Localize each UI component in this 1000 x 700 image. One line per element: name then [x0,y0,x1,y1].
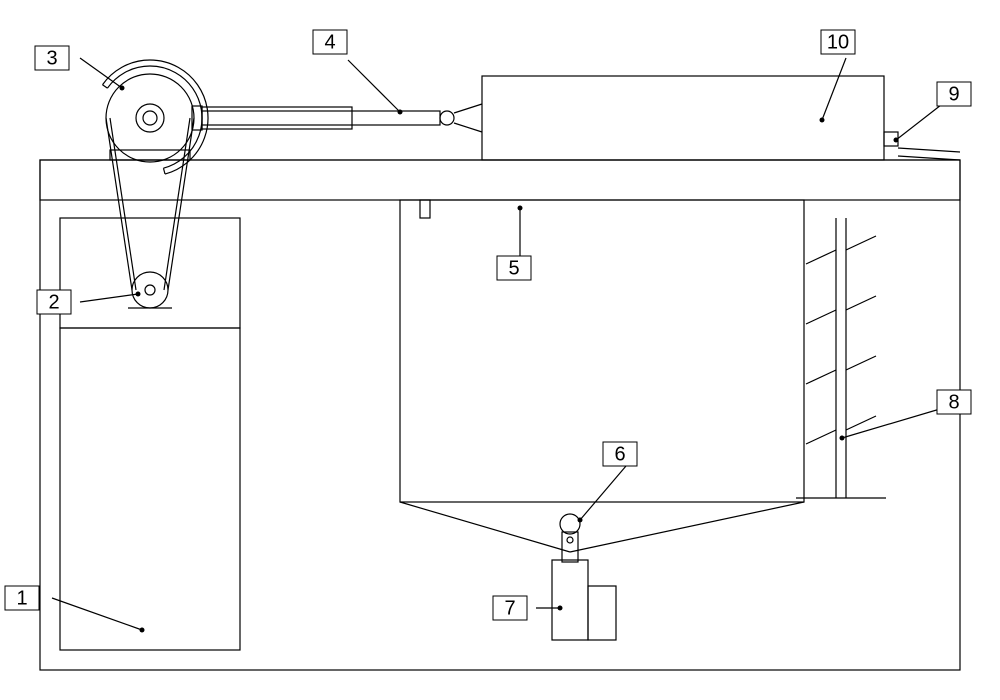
callout-label-3: 3 [46,47,57,69]
callout-label-6: 6 [614,443,625,465]
schematic-diagram: 1 2 3 4 5 6 7 8 9 10 [0,0,1000,700]
callout-label-7: 7 [504,597,515,619]
callout-label-5: 5 [508,257,519,279]
callout-label-1: 1 [16,587,27,609]
callout-label-4: 4 [324,31,335,53]
callout-label-10: 10 [827,31,849,53]
callout-label-9: 9 [948,83,959,105]
callout-label-8: 8 [948,391,959,413]
callout-label-2: 2 [48,291,59,313]
